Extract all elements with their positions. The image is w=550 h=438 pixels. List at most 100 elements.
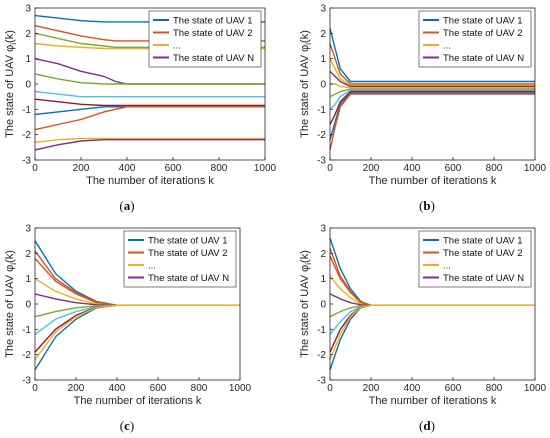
caption-close-paren: ) <box>130 198 134 213</box>
legend-label: The state of UAV 1 <box>173 16 253 27</box>
x-tick-label: 0 <box>32 383 38 394</box>
series-line <box>34 14 265 23</box>
legend-label: ... <box>148 261 156 272</box>
x-tick-label: 400 <box>109 383 126 394</box>
series-line <box>34 138 265 151</box>
series-line <box>330 83 535 89</box>
y-axis-label: The state of UAV φi(k) <box>4 30 18 138</box>
x-tick-label: 600 <box>165 163 182 174</box>
series-group <box>34 14 265 151</box>
series-line <box>34 106 265 131</box>
panel-d: 0 200 400 600 800 1000 -3 -2 -1 0 1 2 3 The number of… <box>299 224 547 434</box>
caption-open-paren: ( <box>419 418 423 433</box>
panel-c: 0 200 400 600 800 1000 -3 -2 -1 0 1 2 3 The number of… <box>4 224 252 434</box>
legend-label: The state of UAV 2 <box>443 28 523 39</box>
y-axis-label-main: The state of UAV <box>299 52 311 138</box>
legend-label: The state of UAV 1 <box>443 236 523 247</box>
series-line <box>34 90 265 98</box>
panel-b: 0 200 400 600 800 1000 -3 -2 -1 0 1 2 3 The number of… <box>299 4 547 214</box>
y-tick-label: 3 <box>320 224 326 235</box>
series-line <box>34 42 265 50</box>
y-axis-label: The state of UAV φi(k) <box>299 250 313 358</box>
y-axis-label-main: The state of UAV <box>299 272 311 358</box>
caption-close-paren: ) <box>431 198 435 213</box>
y-tick-label: 2 <box>320 249 326 260</box>
y-tick-label: 3 <box>25 224 31 235</box>
legend-label: The state of UAV 1 <box>148 236 228 247</box>
y-tick-label: -2 <box>22 350 31 361</box>
x-axis-label: The number of iterations k <box>369 175 497 187</box>
legend-label: ... <box>443 41 451 52</box>
y-tick-label: 3 <box>320 4 326 15</box>
series-line <box>329 43 535 85</box>
caption-letter: c <box>124 418 130 433</box>
y-axis-label-phi: φ <box>4 45 16 52</box>
x-tick-label: 1000 <box>229 383 252 394</box>
series-line <box>329 58 535 87</box>
series-group <box>329 28 535 151</box>
y-axis-label-arg: (k) <box>299 30 311 43</box>
x-tick-label: 0 <box>327 163 333 174</box>
y-tick-label: 1 <box>25 274 31 285</box>
caption-close-paren: ) <box>431 418 435 433</box>
y-axis-label-sub: i <box>304 263 313 265</box>
legend-label: The state of UAV 2 <box>148 248 228 259</box>
series-line <box>34 32 265 48</box>
caption-open-paren: ( <box>419 198 423 213</box>
x-tick-label: 600 <box>445 163 462 174</box>
x-tick-label: 800 <box>486 163 503 174</box>
caption-letter: b <box>423 198 430 213</box>
y-tick-label: -1 <box>317 105 326 116</box>
panel-caption: (d) <box>419 418 435 433</box>
y-tick-label: -3 <box>22 156 31 167</box>
x-tick-label: 800 <box>211 163 228 174</box>
y-axis-label-phi: φ <box>299 265 311 272</box>
x-tick-label: 400 <box>119 163 136 174</box>
x-tick-label: 1000 <box>524 163 547 174</box>
x-tick-label: 0 <box>32 163 38 174</box>
y-tick-label: 2 <box>25 249 31 260</box>
y-tick-label: -3 <box>22 376 31 387</box>
x-tick-label: 200 <box>363 163 380 174</box>
x-tick-label: 1000 <box>524 383 547 394</box>
panel-caption: (a) <box>119 198 134 213</box>
series-line <box>329 92 535 140</box>
x-axis-label: The number of iterations k <box>74 395 202 407</box>
caption-open-paren: ( <box>120 418 124 433</box>
y-axis-label-sub: i <box>9 263 18 265</box>
panel-a: 0 200 400 600 800 1000 -3 -2 -1 0 1 2 3 The number of… <box>4 4 277 214</box>
legend-label: The state of UAV N <box>443 273 524 284</box>
y-tick-label: -2 <box>22 130 31 141</box>
y-axis-label: The state of UAV φi(k) <box>299 30 313 138</box>
series-line <box>329 90 535 125</box>
x-tick-label: 1000 <box>254 163 277 174</box>
caption-open-paren: ( <box>119 198 123 213</box>
x-tick-label: 200 <box>73 163 90 174</box>
y-tick-label: 3 <box>25 4 31 15</box>
x-tick-label: 200 <box>363 383 380 394</box>
caption-letter: d <box>423 418 431 433</box>
y-tick-label: 0 <box>25 80 31 91</box>
x-tick-label: 200 <box>68 383 85 394</box>
series-line <box>329 93 535 151</box>
y-axis-label-arg: (k) <box>4 30 16 43</box>
y-tick-label: -1 <box>22 325 31 336</box>
y-axis-label-phi: φ <box>4 265 16 272</box>
legend-label: The state of UAV N <box>443 53 524 64</box>
x-tick-label: 400 <box>404 383 421 394</box>
y-tick-label: -2 <box>317 130 326 141</box>
series-line <box>329 28 535 83</box>
y-axis-label-sub: i <box>9 43 18 45</box>
y-axis-label-phi: φ <box>299 45 311 52</box>
legend-label: The state of UAV N <box>148 273 229 284</box>
y-tick-label: -1 <box>317 325 326 336</box>
x-tick-label: 800 <box>191 383 208 394</box>
caption-letter: a <box>124 198 131 213</box>
caption-close-paren: ) <box>130 418 134 433</box>
series-line <box>34 25 265 42</box>
series-line <box>329 89 535 110</box>
